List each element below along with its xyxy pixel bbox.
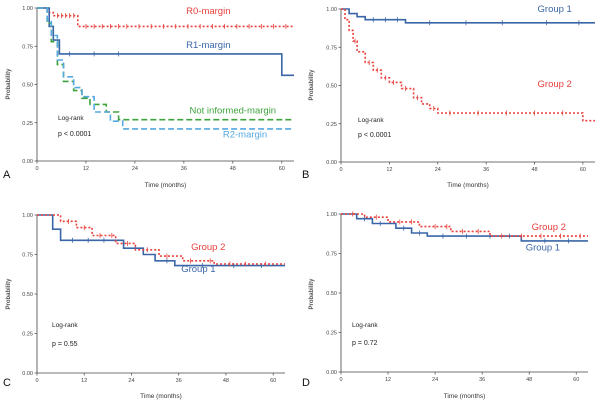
p-value-label: p < 0.0001 — [58, 131, 91, 138]
y-tick-label: 0.75 — [22, 253, 33, 259]
x-tick-label: 12 — [386, 167, 392, 173]
series-r1-margin: R1-margin — [37, 7, 294, 77]
series-r0-margin: R0-margin — [37, 6, 294, 29]
series-label: Group 2 — [538, 79, 572, 90]
y-tick-label: 0.50 — [326, 84, 337, 90]
y-tick-label: 0.50 — [22, 83, 33, 89]
x-tick-label: 60 — [279, 166, 285, 172]
x-tick-label: 60 — [580, 167, 586, 173]
series-label: Group 1 — [526, 242, 560, 253]
x-tick-label: 0 — [339, 167, 342, 173]
panel-d: 0.00 0.25 0.50 0.75 1.00 0 12 24 36 48 60 Probabili… — [302, 211, 588, 400]
panel-letter: A — [3, 169, 11, 181]
y-axis-title: Probability — [6, 68, 12, 100]
survival-curve — [37, 214, 285, 265]
x-axis-title: Time (months) — [444, 393, 486, 400]
stat-test-label: Log-rank — [358, 117, 384, 124]
survival-curve — [341, 8, 595, 122]
y-axis-title: Probability — [309, 69, 315, 101]
y-tick-label: 0.50 — [326, 291, 337, 297]
y-tick-label: 0.25 — [326, 122, 337, 128]
y-tick-label: 1.00 — [22, 6, 33, 12]
survival-curve — [37, 7, 294, 121]
series-label: Group 1 — [538, 4, 572, 15]
x-tick-label: 48 — [526, 377, 532, 383]
series-label: R2-margin — [223, 129, 267, 140]
y-axis-title: Probability — [309, 278, 315, 310]
y-tick-label: 0.25 — [22, 332, 33, 338]
stat-test-label: Log-rank — [58, 115, 84, 122]
x-tick-label: 24 — [435, 167, 441, 173]
p-value-label: p = 0.72 — [352, 340, 378, 347]
survival-curve — [37, 7, 294, 77]
y-tick-label: 1.00 — [22, 213, 33, 219]
survival-curve — [37, 7, 294, 130]
series-label: Group 2 — [532, 222, 566, 233]
stat-test-label: Log-rank — [352, 322, 378, 329]
series-group-1: Group 1 — [37, 214, 285, 275]
panel-c: 0.00 0.25 0.50 0.75 1.00 0 12 24 36 48 60 Probabili… — [3, 213, 285, 400]
x-tick-label: 0 — [339, 377, 342, 383]
x-tick-label: 36 — [483, 167, 489, 173]
y-tick-label: 0.00 — [22, 159, 33, 165]
y-tick-label: 0.25 — [22, 121, 33, 127]
y-tick-label: 0.75 — [326, 252, 337, 258]
x-tick-label: 48 — [223, 378, 229, 384]
x-tick-label: 0 — [35, 378, 38, 384]
series-group-1: Group 1 — [341, 4, 595, 26]
series-label: R1-margin — [186, 40, 230, 51]
x-axis-title: Time (months) — [447, 182, 489, 189]
y-tick-label: 0.00 — [326, 160, 337, 166]
y-tick-label: 0.25 — [326, 331, 337, 337]
y-tick-label: 1.00 — [326, 7, 337, 13]
survival-curve — [37, 7, 294, 28]
series-group-2: Group 2 — [341, 211, 588, 239]
p-value-label: p < 0.0001 — [358, 132, 391, 139]
y-tick-label: 0.75 — [22, 44, 33, 50]
series-label: Not informed-margin — [190, 106, 277, 117]
series-group-2: Group 2 — [341, 8, 595, 122]
x-tick-label: 12 — [81, 378, 87, 384]
y-tick-label: 0.00 — [326, 370, 337, 376]
y-tick-label: 1.00 — [326, 212, 337, 218]
series-group-2: Group 2 — [37, 214, 285, 267]
x-axis-title: Time (months) — [140, 393, 182, 400]
panel-b: 0.00 0.25 0.50 0.75 1.00 0 12 24 36 48 60 Probabili… — [302, 4, 595, 189]
panel-letter: C — [3, 377, 11, 389]
panel-a: 0.00 0.25 0.50 0.75 1.00 0 12 24 36 48 60 Probabili… — [3, 6, 294, 189]
panel-letter: D — [302, 377, 310, 389]
series-r2-margin: R2-margin — [37, 7, 294, 140]
survival-curve — [341, 213, 588, 237]
x-tick-label: 12 — [385, 377, 391, 383]
stat-test-label: Log-rank — [52, 322, 78, 329]
series-label: Group 1 — [181, 264, 215, 275]
x-tick-label: 48 — [531, 167, 537, 173]
x-tick-label: 12 — [83, 166, 89, 172]
x-tick-label: 60 — [573, 377, 579, 383]
x-tick-label: 24 — [128, 378, 134, 384]
survival-curve — [37, 214, 285, 267]
x-tick-label: 36 — [176, 378, 182, 384]
x-tick-label: 0 — [35, 166, 38, 172]
x-axis-title: Time (months) — [145, 182, 187, 189]
panel-letter: B — [302, 169, 309, 181]
y-axis-title: Probability — [6, 278, 12, 310]
series-label: R0-margin — [186, 6, 230, 17]
x-tick-label: 48 — [230, 166, 236, 172]
y-tick-label: 0.75 — [326, 45, 337, 51]
x-tick-label: 24 — [432, 377, 438, 383]
series-not-informed-margin: Not informed-margin — [37, 7, 294, 121]
survival-curve — [341, 8, 595, 24]
x-tick-label: 24 — [132, 166, 138, 172]
y-tick-label: 0.50 — [22, 292, 33, 298]
x-tick-label: 60 — [270, 378, 276, 384]
y-tick-label: 0.00 — [22, 371, 33, 377]
x-tick-label: 36 — [181, 166, 187, 172]
series-group-1: Group 1 — [341, 213, 588, 253]
p-value-label: p = 0.55 — [52, 341, 78, 348]
x-tick-label: 36 — [479, 377, 485, 383]
series-label: Group 2 — [191, 242, 225, 253]
